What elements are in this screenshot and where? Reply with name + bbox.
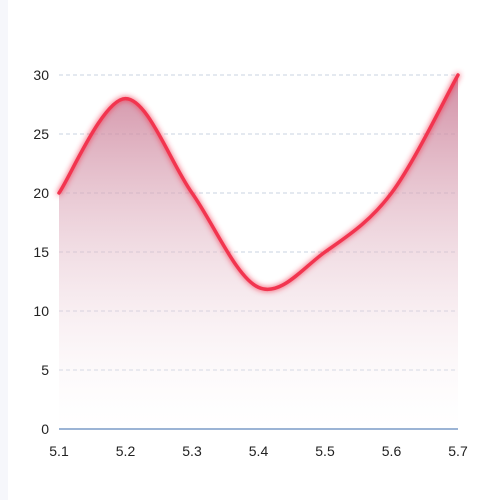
series-line[interactable] xyxy=(57,73,460,291)
x-tick-label-5.1: 5.1 xyxy=(49,443,69,459)
x-tick-labels: 5.1 5.2 5.3 5.4 5.5 5.6 5.7 xyxy=(49,443,468,459)
y-tick-labels: 0 5 10 15 20 25 30 xyxy=(33,67,49,437)
y-tick-label-20: 20 xyxy=(33,185,49,201)
y-tick-label-10: 10 xyxy=(33,303,49,319)
y-tick-label-30: 30 xyxy=(33,67,49,83)
y-tick-label-25: 25 xyxy=(33,126,49,142)
x-tick-label-5.7: 5.7 xyxy=(448,443,468,459)
x-tick-label-5.6: 5.6 xyxy=(382,443,402,459)
series-line-layer xyxy=(57,73,460,291)
series-area xyxy=(59,75,458,429)
x-tick-label-5.3: 5.3 xyxy=(182,443,202,459)
y-tick-label-5: 5 xyxy=(41,362,49,378)
series-area-layer xyxy=(59,75,458,429)
x-tick-label-5.2: 5.2 xyxy=(116,443,136,459)
y-tick-label-15: 15 xyxy=(33,244,49,260)
y-tick-label-0: 0 xyxy=(41,421,49,437)
x-tick-label-5.4: 5.4 xyxy=(249,443,269,459)
x-tick-label-5.5: 5.5 xyxy=(315,443,335,459)
